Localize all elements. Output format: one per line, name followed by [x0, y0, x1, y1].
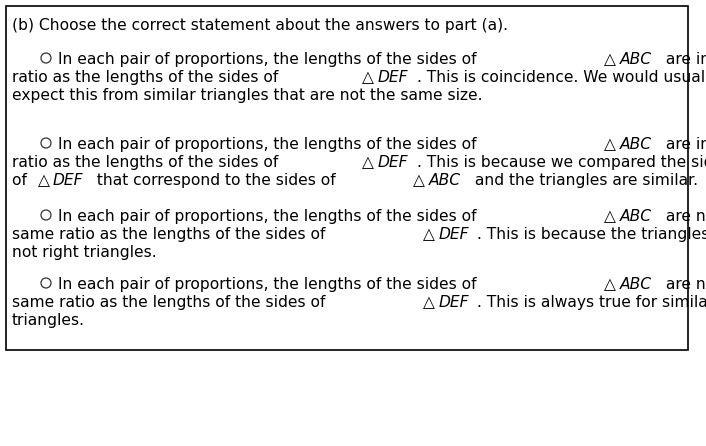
Text: △: △ — [362, 155, 374, 170]
Text: ABC: ABC — [620, 277, 652, 292]
Text: are not in the: are not in the — [662, 209, 706, 224]
Text: △: △ — [604, 137, 616, 152]
Text: . This is always true for similar: . This is always true for similar — [477, 295, 706, 310]
Text: (b) Choose the correct statement about the answers to part (a).: (b) Choose the correct statement about t… — [12, 18, 508, 33]
Text: △: △ — [423, 227, 435, 242]
Text: expect this from similar triangles that are not the same size.: expect this from similar triangles that … — [12, 88, 482, 103]
Text: △: △ — [604, 52, 616, 67]
Text: . This is because we compared the sides: . This is because we compared the sides — [417, 155, 706, 170]
Text: DEF: DEF — [438, 227, 469, 242]
Text: △: △ — [423, 295, 435, 310]
Text: ratio as the lengths of the sides of: ratio as the lengths of the sides of — [12, 70, 283, 85]
Text: and the triangles are similar.: and the triangles are similar. — [470, 173, 698, 188]
Bar — [6, 6, 688, 350]
Text: same ratio as the lengths of the sides of: same ratio as the lengths of the sides o… — [12, 295, 330, 310]
Text: triangles.: triangles. — [12, 313, 85, 328]
Text: . This is coincidence. We would usually not: . This is coincidence. We would usually … — [417, 70, 706, 85]
Text: In each pair of proportions, the lengths of the sides of: In each pair of proportions, the lengths… — [58, 209, 481, 224]
Text: △: △ — [604, 209, 616, 224]
Text: DEF: DEF — [438, 295, 469, 310]
Text: ABC: ABC — [620, 52, 652, 67]
Text: not right triangles.: not right triangles. — [12, 245, 157, 260]
Text: are in the same: are in the same — [662, 137, 706, 152]
Text: are not in the: are not in the — [662, 277, 706, 292]
Text: In each pair of proportions, the lengths of the sides of: In each pair of proportions, the lengths… — [58, 52, 481, 67]
Text: ABC: ABC — [429, 173, 460, 188]
Text: △: △ — [362, 70, 374, 85]
Text: DEF: DEF — [377, 155, 408, 170]
Text: In each pair of proportions, the lengths of the sides of: In each pair of proportions, the lengths… — [58, 277, 481, 292]
Text: ratio as the lengths of the sides of: ratio as the lengths of the sides of — [12, 155, 283, 170]
Text: ABC: ABC — [620, 209, 652, 224]
Text: . This is because the triangles are: . This is because the triangles are — [477, 227, 706, 242]
Text: In each pair of proportions, the lengths of the sides of: In each pair of proportions, the lengths… — [58, 137, 481, 152]
Text: are in the same: are in the same — [662, 52, 706, 67]
Text: △: △ — [413, 173, 425, 188]
Text: DEF: DEF — [377, 70, 408, 85]
Text: same ratio as the lengths of the sides of: same ratio as the lengths of the sides o… — [12, 227, 330, 242]
Text: △: △ — [604, 277, 616, 292]
Text: that correspond to the sides of: that correspond to the sides of — [92, 173, 341, 188]
Text: of: of — [12, 173, 32, 188]
Text: △: △ — [37, 173, 49, 188]
Text: DEF: DEF — [53, 173, 83, 188]
Text: ABC: ABC — [620, 137, 652, 152]
